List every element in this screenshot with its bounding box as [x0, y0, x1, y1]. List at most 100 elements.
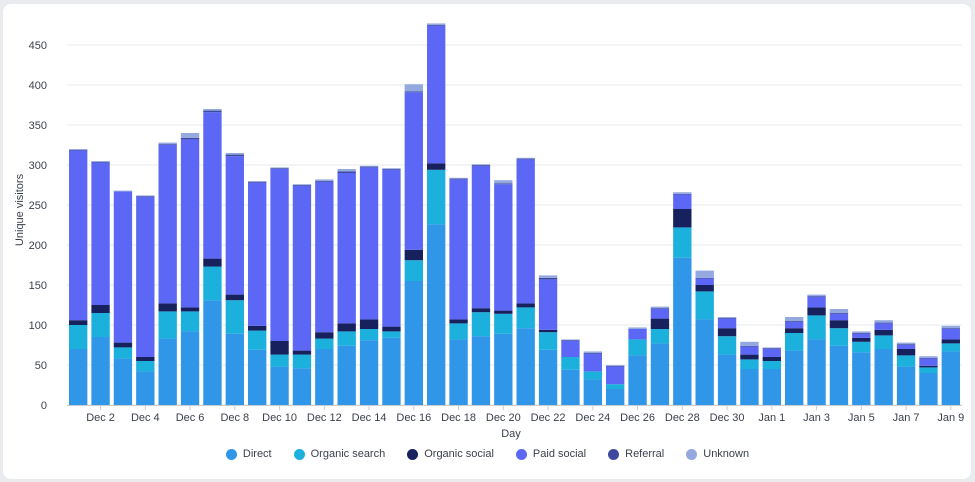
bar-paid-social[interactable] — [315, 181, 334, 333]
bar-referral[interactable] — [248, 181, 267, 183]
bar-referral[interactable] — [91, 161, 110, 163]
bar-organic-search[interactable] — [583, 371, 602, 380]
bar-paid-social[interactable] — [180, 139, 200, 308]
bar-direct[interactable] — [136, 371, 155, 405]
bar-paid-social[interactable] — [762, 349, 781, 357]
bar-referral[interactable] — [180, 137, 200, 140]
bar-direct[interactable] — [359, 340, 379, 405]
bar-direct[interactable] — [583, 379, 602, 405]
bar-organic-social[interactable] — [225, 294, 244, 301]
bar-organic-search[interactable] — [292, 354, 312, 369]
bar-unknown[interactable] — [874, 320, 893, 323]
bar-unknown[interactable] — [896, 342, 916, 345]
bar-direct[interactable] — [315, 349, 334, 405]
bar-paid-social[interactable] — [158, 145, 177, 304]
bar-direct[interactable] — [829, 345, 849, 405]
bar-organic-social[interactable] — [382, 326, 401, 332]
bar-referral[interactable] — [606, 365, 625, 367]
bar-organic-search[interactable] — [449, 323, 468, 340]
bar-unknown[interactable] — [538, 275, 558, 278]
bar-unknown[interactable] — [270, 167, 289, 169]
bar-organic-search[interactable] — [494, 313, 513, 334]
bar-organic-social[interactable] — [695, 285, 714, 292]
bar-organic-search[interactable] — [69, 325, 88, 349]
bar-direct[interactable] — [471, 336, 491, 405]
bar-referral[interactable] — [136, 196, 155, 197]
bar-unknown[interactable] — [337, 169, 356, 172]
bar-direct[interactable] — [203, 300, 222, 405]
bar-organic-social[interactable] — [829, 320, 849, 329]
bar-paid-social[interactable] — [382, 169, 401, 327]
bar-referral[interactable] — [158, 144, 177, 145]
bar-organic-search[interactable] — [628, 339, 647, 356]
legend-item-referral[interactable]: Referral — [608, 448, 664, 460]
bar-direct[interactable] — [785, 350, 804, 405]
bar-referral[interactable] — [382, 169, 401, 170]
bar-referral[interactable] — [650, 308, 670, 309]
legend-item-direct[interactable]: Direct — [225, 448, 272, 460]
bar-unknown[interactable] — [449, 177, 468, 179]
bar-organic-search[interactable] — [180, 311, 200, 332]
bar-referral[interactable] — [538, 277, 558, 280]
bar-organic-search[interactable] — [650, 329, 670, 344]
legend-item-paid-social[interactable]: Paid social — [515, 448, 586, 460]
bar-direct[interactable] — [225, 333, 244, 405]
bar-unknown[interactable] — [136, 195, 155, 197]
bar-direct[interactable] — [852, 352, 871, 405]
bar-direct[interactable] — [717, 354, 737, 405]
bar-direct[interactable] — [248, 349, 267, 405]
bar-referral[interactable] — [359, 166, 379, 168]
bar-organic-social[interactable] — [494, 310, 513, 314]
bar-direct[interactable] — [807, 339, 826, 405]
bar-unknown[interactable] — [807, 294, 826, 297]
bar-direct[interactable] — [606, 389, 625, 405]
bar-referral[interactable] — [785, 321, 804, 322]
bar-organic-social[interactable] — [516, 303, 535, 308]
bar-organic-social[interactable] — [896, 349, 916, 356]
bar-unknown[interactable] — [315, 179, 334, 181]
legend-item-organic-social[interactable]: Organic social — [407, 448, 494, 460]
bar-referral[interactable] — [896, 344, 916, 345]
bar-organic-search[interactable] — [382, 331, 401, 338]
bar-referral[interactable] — [404, 91, 423, 93]
bar-referral[interactable] — [941, 328, 960, 329]
bar-organic-social[interactable] — [203, 258, 222, 267]
bar-paid-social[interactable] — [852, 333, 871, 338]
bar-paid-social[interactable] — [494, 184, 513, 311]
bar-paid-social[interactable] — [225, 156, 244, 295]
bar-paid-social[interactable] — [516, 159, 535, 304]
bar-organic-search[interactable] — [471, 312, 491, 337]
bar-referral[interactable] — [717, 317, 737, 319]
bar-paid-social[interactable] — [919, 358, 938, 366]
bar-unknown[interactable] — [471, 164, 491, 165]
bar-organic-search[interactable] — [561, 357, 580, 370]
bar-organic-search[interactable] — [91, 313, 110, 337]
bar-direct[interactable] — [762, 369, 781, 405]
bar-organic-social[interactable] — [673, 209, 692, 228]
bar-paid-social[interactable] — [785, 321, 804, 329]
bar-organic-search[interactable] — [807, 315, 826, 340]
bar-organic-social[interactable] — [91, 305, 110, 313]
bar-direct[interactable] — [561, 369, 580, 405]
bar-paid-social[interactable] — [583, 353, 602, 372]
bar-referral[interactable] — [494, 183, 513, 185]
bar-organic-search[interactable] — [673, 227, 692, 258]
bar-direct[interactable] — [158, 338, 177, 405]
bar-direct[interactable] — [494, 333, 513, 405]
bar-unknown[interactable] — [359, 165, 379, 167]
bar-organic-search[interactable] — [740, 359, 759, 369]
bar-referral[interactable] — [69, 149, 88, 151]
bar-organic-social[interactable] — [69, 320, 88, 325]
bar-organic-social[interactable] — [270, 341, 289, 355]
bar-unknown[interactable] — [292, 184, 312, 185]
bar-paid-social[interactable] — [829, 313, 849, 321]
bar-paid-social[interactable] — [449, 179, 468, 320]
bar-unknown[interactable] — [941, 325, 960, 329]
bar-organic-social[interactable] — [785, 328, 804, 333]
bar-paid-social[interactable] — [471, 165, 491, 309]
bar-unknown[interactable] — [695, 270, 714, 278]
bar-organic-social[interactable] — [359, 319, 379, 329]
bar-unknown[interactable] — [762, 347, 781, 349]
bar-unknown[interactable] — [203, 109, 222, 111]
bar-organic-search[interactable] — [896, 355, 916, 367]
